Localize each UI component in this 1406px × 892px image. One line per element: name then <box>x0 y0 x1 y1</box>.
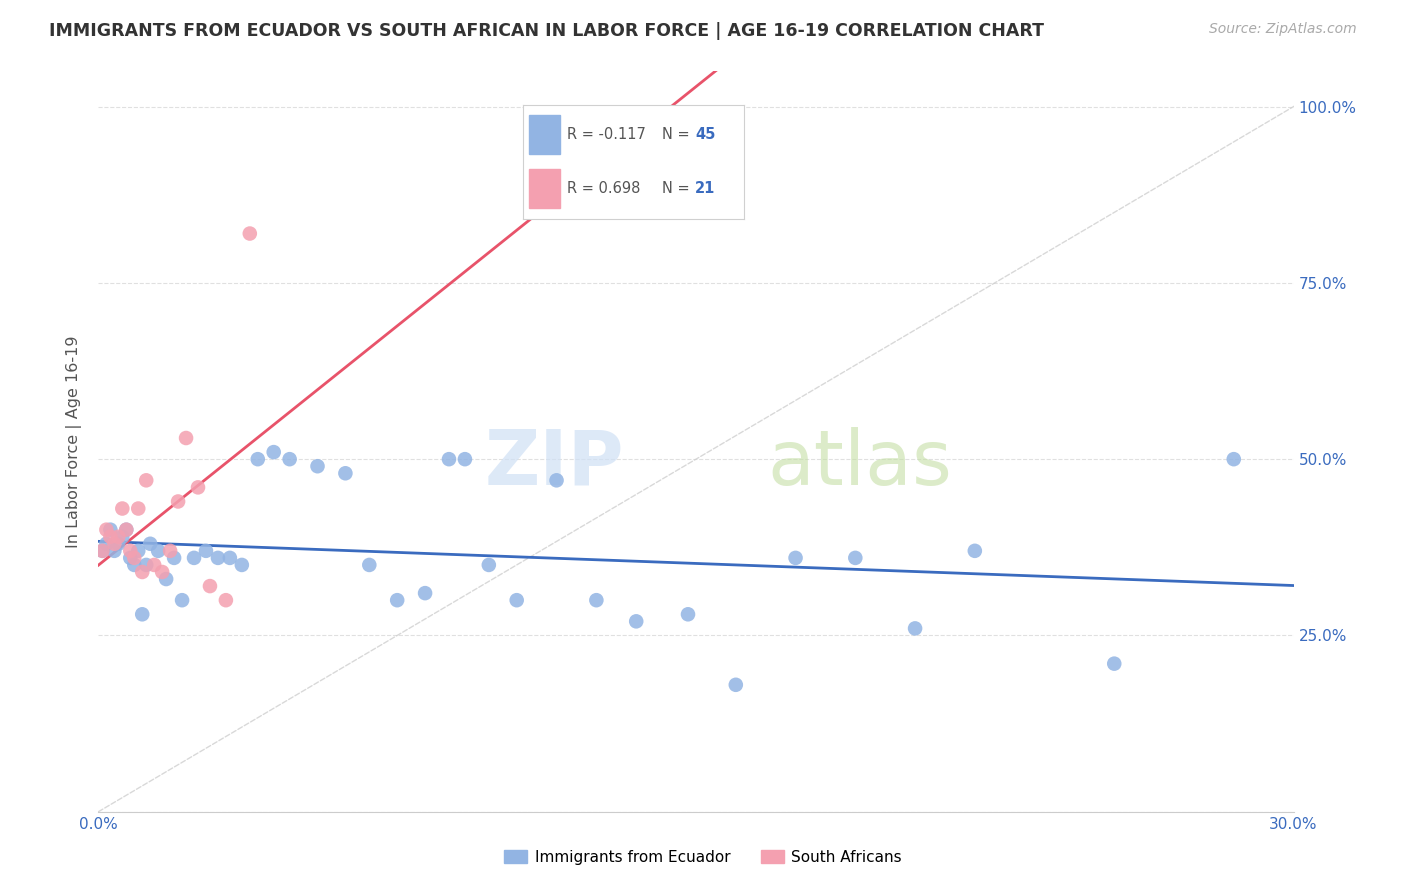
Point <box>143 558 166 572</box>
Point <box>111 501 134 516</box>
Point <box>724 678 747 692</box>
Point <box>437 452 460 467</box>
Point <box>155 572 177 586</box>
Point <box>359 558 381 572</box>
Point <box>127 544 149 558</box>
Point <box>107 530 129 544</box>
Point <box>107 537 129 551</box>
Point <box>231 558 253 572</box>
Point <box>115 523 138 537</box>
Point <box>785 550 807 565</box>
Point <box>135 558 157 572</box>
Point <box>585 593 607 607</box>
Point <box>163 550 186 565</box>
Legend: Immigrants from Ecuador, South Africans: Immigrants from Ecuador, South Africans <box>498 844 908 871</box>
Point <box>963 544 986 558</box>
Point <box>263 445 285 459</box>
Point <box>159 544 181 558</box>
Point <box>98 523 122 537</box>
Point <box>172 593 194 607</box>
Point <box>167 494 190 508</box>
Point <box>1223 452 1246 467</box>
Point <box>183 550 205 565</box>
Point <box>103 544 125 558</box>
Y-axis label: In Labor Force | Age 16-19: In Labor Force | Age 16-19 <box>66 335 83 548</box>
Point <box>1104 657 1126 671</box>
Text: atlas: atlas <box>768 426 952 500</box>
Point <box>239 227 262 241</box>
Point <box>124 550 146 565</box>
Point <box>215 593 238 607</box>
Text: ZIP: ZIP <box>485 426 624 500</box>
Text: Source: ZipAtlas.com: Source: ZipAtlas.com <box>1209 22 1357 37</box>
Point <box>187 480 209 494</box>
Point <box>676 607 699 622</box>
Point <box>626 615 648 629</box>
Point <box>98 530 122 544</box>
Point <box>174 431 197 445</box>
Point <box>124 558 146 572</box>
Point <box>96 537 118 551</box>
Point <box>546 473 568 487</box>
Point <box>904 621 927 635</box>
Point <box>111 530 134 544</box>
Point <box>120 550 142 565</box>
Point <box>103 537 125 551</box>
Point <box>219 550 242 565</box>
Point <box>506 593 529 607</box>
Point <box>278 452 301 467</box>
Point <box>120 544 142 558</box>
Point <box>139 537 162 551</box>
Point <box>478 558 501 572</box>
Point <box>91 544 114 558</box>
Point <box>195 544 218 558</box>
Point <box>131 607 153 622</box>
Point <box>91 544 114 558</box>
Point <box>307 459 329 474</box>
Point <box>148 544 170 558</box>
Point <box>413 586 436 600</box>
Point <box>198 579 221 593</box>
Point <box>150 565 173 579</box>
Text: IMMIGRANTS FROM ECUADOR VS SOUTH AFRICAN IN LABOR FORCE | AGE 16-19 CORRELATION : IMMIGRANTS FROM ECUADOR VS SOUTH AFRICAN… <box>49 22 1045 40</box>
Point <box>844 550 866 565</box>
Point <box>335 467 357 481</box>
Point <box>454 452 477 467</box>
Point <box>135 473 157 487</box>
Point <box>127 501 149 516</box>
Point <box>115 523 138 537</box>
Point <box>96 523 118 537</box>
Point <box>207 550 229 565</box>
Point <box>385 593 409 607</box>
Point <box>246 452 269 467</box>
Point <box>131 565 153 579</box>
